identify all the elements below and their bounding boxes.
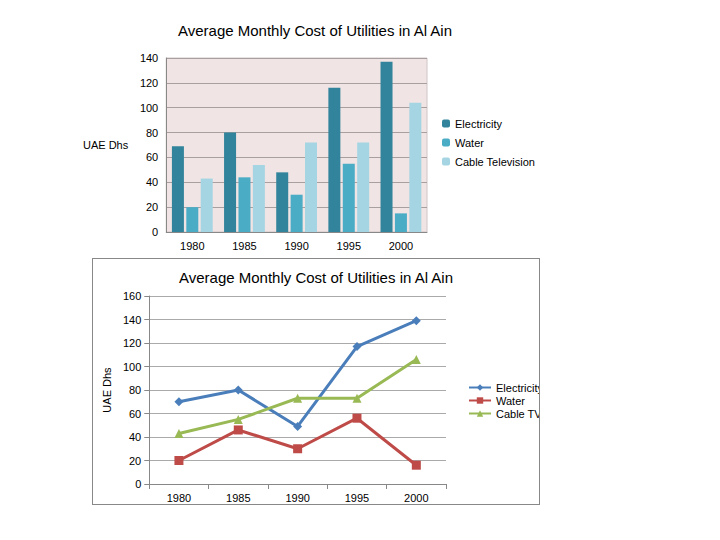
- svg-text:60: 60: [129, 408, 141, 420]
- svg-text:0: 0: [152, 226, 158, 238]
- svg-text:2000: 2000: [404, 492, 428, 504]
- svg-text:120: 120: [140, 77, 158, 89]
- svg-text:2000: 2000: [389, 240, 413, 252]
- svg-text:1980: 1980: [180, 240, 204, 252]
- svg-text:Electricity: Electricity: [496, 382, 539, 394]
- svg-text:1985: 1985: [226, 492, 250, 504]
- svg-text:1980: 1980: [167, 492, 191, 504]
- svg-text:0: 0: [135, 478, 141, 490]
- svg-text:1995: 1995: [337, 240, 361, 252]
- svg-text:1985: 1985: [232, 240, 256, 252]
- svg-text:Electricity: Electricity: [455, 118, 503, 130]
- svg-text:1990: 1990: [285, 492, 309, 504]
- svg-text:140: 140: [123, 314, 141, 326]
- svg-text:1995: 1995: [345, 492, 369, 504]
- svg-text:80: 80: [146, 127, 158, 139]
- svg-text:100: 100: [140, 102, 158, 114]
- svg-text:140: 140: [140, 52, 158, 64]
- svg-text:1990: 1990: [284, 240, 308, 252]
- svg-text:Cable Television: Cable Television: [455, 156, 535, 168]
- svg-text:120: 120: [123, 337, 141, 349]
- svg-text:Water: Water: [455, 137, 484, 149]
- svg-text:80: 80: [129, 384, 141, 396]
- svg-text:20: 20: [146, 201, 158, 213]
- svg-text:UAE Dhs: UAE Dhs: [83, 139, 129, 151]
- svg-text:Water: Water: [496, 395, 525, 407]
- svg-text:40: 40: [146, 176, 158, 188]
- svg-text:40: 40: [129, 431, 141, 443]
- svg-text:100: 100: [123, 361, 141, 373]
- svg-text:Average Monthly Cost of Utilit: Average Monthly Cost of Utilities in Al …: [179, 269, 453, 286]
- svg-text:UAE Dhs: UAE Dhs: [101, 367, 113, 413]
- svg-text:60: 60: [146, 151, 158, 163]
- svg-text:160: 160: [123, 290, 141, 302]
- svg-text:Average Monthly Cost of Utilit: Average Monthly Cost of Utilities in Al …: [178, 22, 452, 39]
- svg-text:20: 20: [129, 455, 141, 467]
- svg-text:Cable TV: Cable TV: [496, 408, 539, 420]
